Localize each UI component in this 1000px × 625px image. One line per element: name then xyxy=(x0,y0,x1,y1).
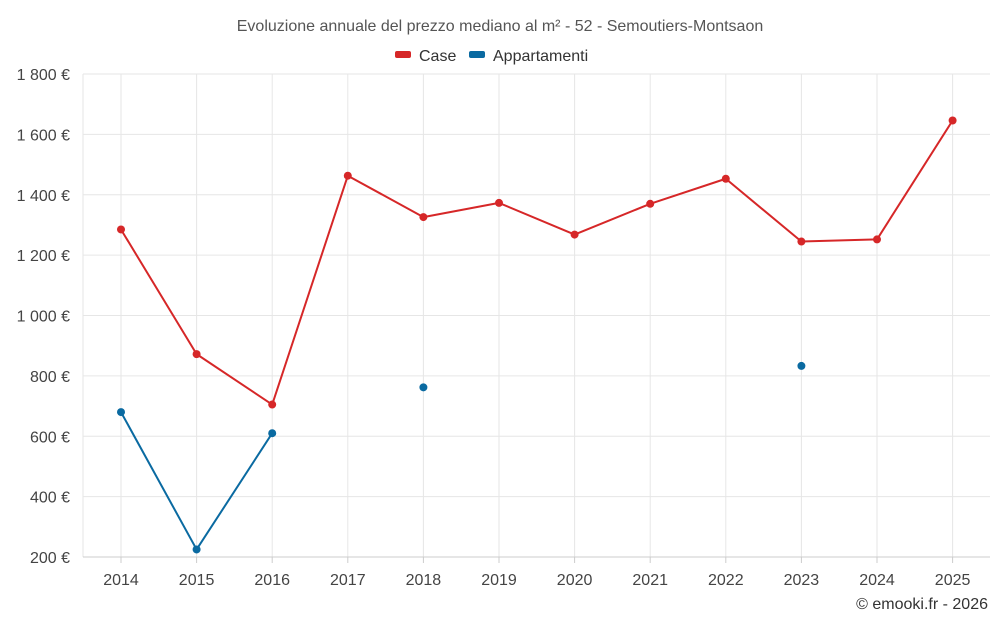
x-tick-label: 2020 xyxy=(557,572,593,589)
y-tick-label: 1 400 € xyxy=(17,188,70,205)
data-point-appartamenti[interactable] xyxy=(797,361,806,370)
y-tick-label: 200 € xyxy=(30,550,70,567)
x-tick-label: 2017 xyxy=(330,572,366,589)
data-point-case[interactable] xyxy=(948,116,957,125)
y-tick-label: 1 800 € xyxy=(17,67,70,84)
credit: © emooki.fr - 2026 xyxy=(856,596,988,613)
data-point-case[interactable] xyxy=(268,400,277,409)
x-tick-label: 2024 xyxy=(859,572,895,589)
x-tick-label: 2016 xyxy=(254,572,290,589)
x-tick-label: 2025 xyxy=(935,572,971,589)
x-tick-label: 2014 xyxy=(103,572,139,589)
x-tick-label: 2019 xyxy=(481,572,517,589)
y-tick-label: 1 000 € xyxy=(17,309,70,326)
grid xyxy=(83,73,990,558)
series xyxy=(117,116,957,554)
data-point-case[interactable] xyxy=(192,350,201,359)
y-tick-label: 600 € xyxy=(30,429,70,446)
x-tick-label: 2021 xyxy=(632,572,668,589)
data-point-case[interactable] xyxy=(570,230,579,239)
x-tick-label: 2023 xyxy=(784,572,820,589)
legend-swatch-appartamenti xyxy=(469,51,485,58)
x-tick-label: 2015 xyxy=(179,572,215,589)
y-axis: 200 € 400 € 600 € 800 € 1 000 € 1 200 € 1 400 … xyxy=(17,67,84,567)
data-point-case[interactable] xyxy=(721,174,730,183)
data-point-case[interactable] xyxy=(495,198,503,207)
y-tick-label: 1 600 € xyxy=(17,127,70,144)
series-line-case xyxy=(120,119,954,406)
data-point-case[interactable] xyxy=(646,199,655,208)
chart-title: Evoluzione annuale del prezzo mediano al… xyxy=(237,18,764,35)
x-tick-label: 2018 xyxy=(406,572,442,589)
y-tick-label: 800 € xyxy=(30,369,70,386)
x-tick-label: 2022 xyxy=(708,572,744,589)
data-point-appartamenti[interactable] xyxy=(268,429,277,438)
data-point-case[interactable] xyxy=(797,237,806,246)
data-point-case[interactable] xyxy=(343,171,352,180)
data-point-appartamenti[interactable] xyxy=(419,383,428,392)
legend-label-case[interactable]: Case xyxy=(419,48,456,65)
data-point-appartamenti[interactable] xyxy=(117,408,125,417)
legend-label-appartamenti[interactable]: Appartamenti xyxy=(493,48,588,65)
legend: Case Appartamenti xyxy=(395,48,588,65)
data-point-case[interactable] xyxy=(873,235,881,244)
data-point-appartamenti[interactable] xyxy=(192,545,201,554)
y-tick-label: 1 200 € xyxy=(17,248,70,265)
data-point-case[interactable] xyxy=(419,213,428,222)
x-axis: 2014 2015 2016 2017 2018 2019 2020 2021 2022 2023… xyxy=(83,556,990,589)
y-tick-label: 400 € xyxy=(30,490,70,507)
data-point-case[interactable] xyxy=(117,225,125,234)
legend-swatch-case xyxy=(395,51,411,58)
